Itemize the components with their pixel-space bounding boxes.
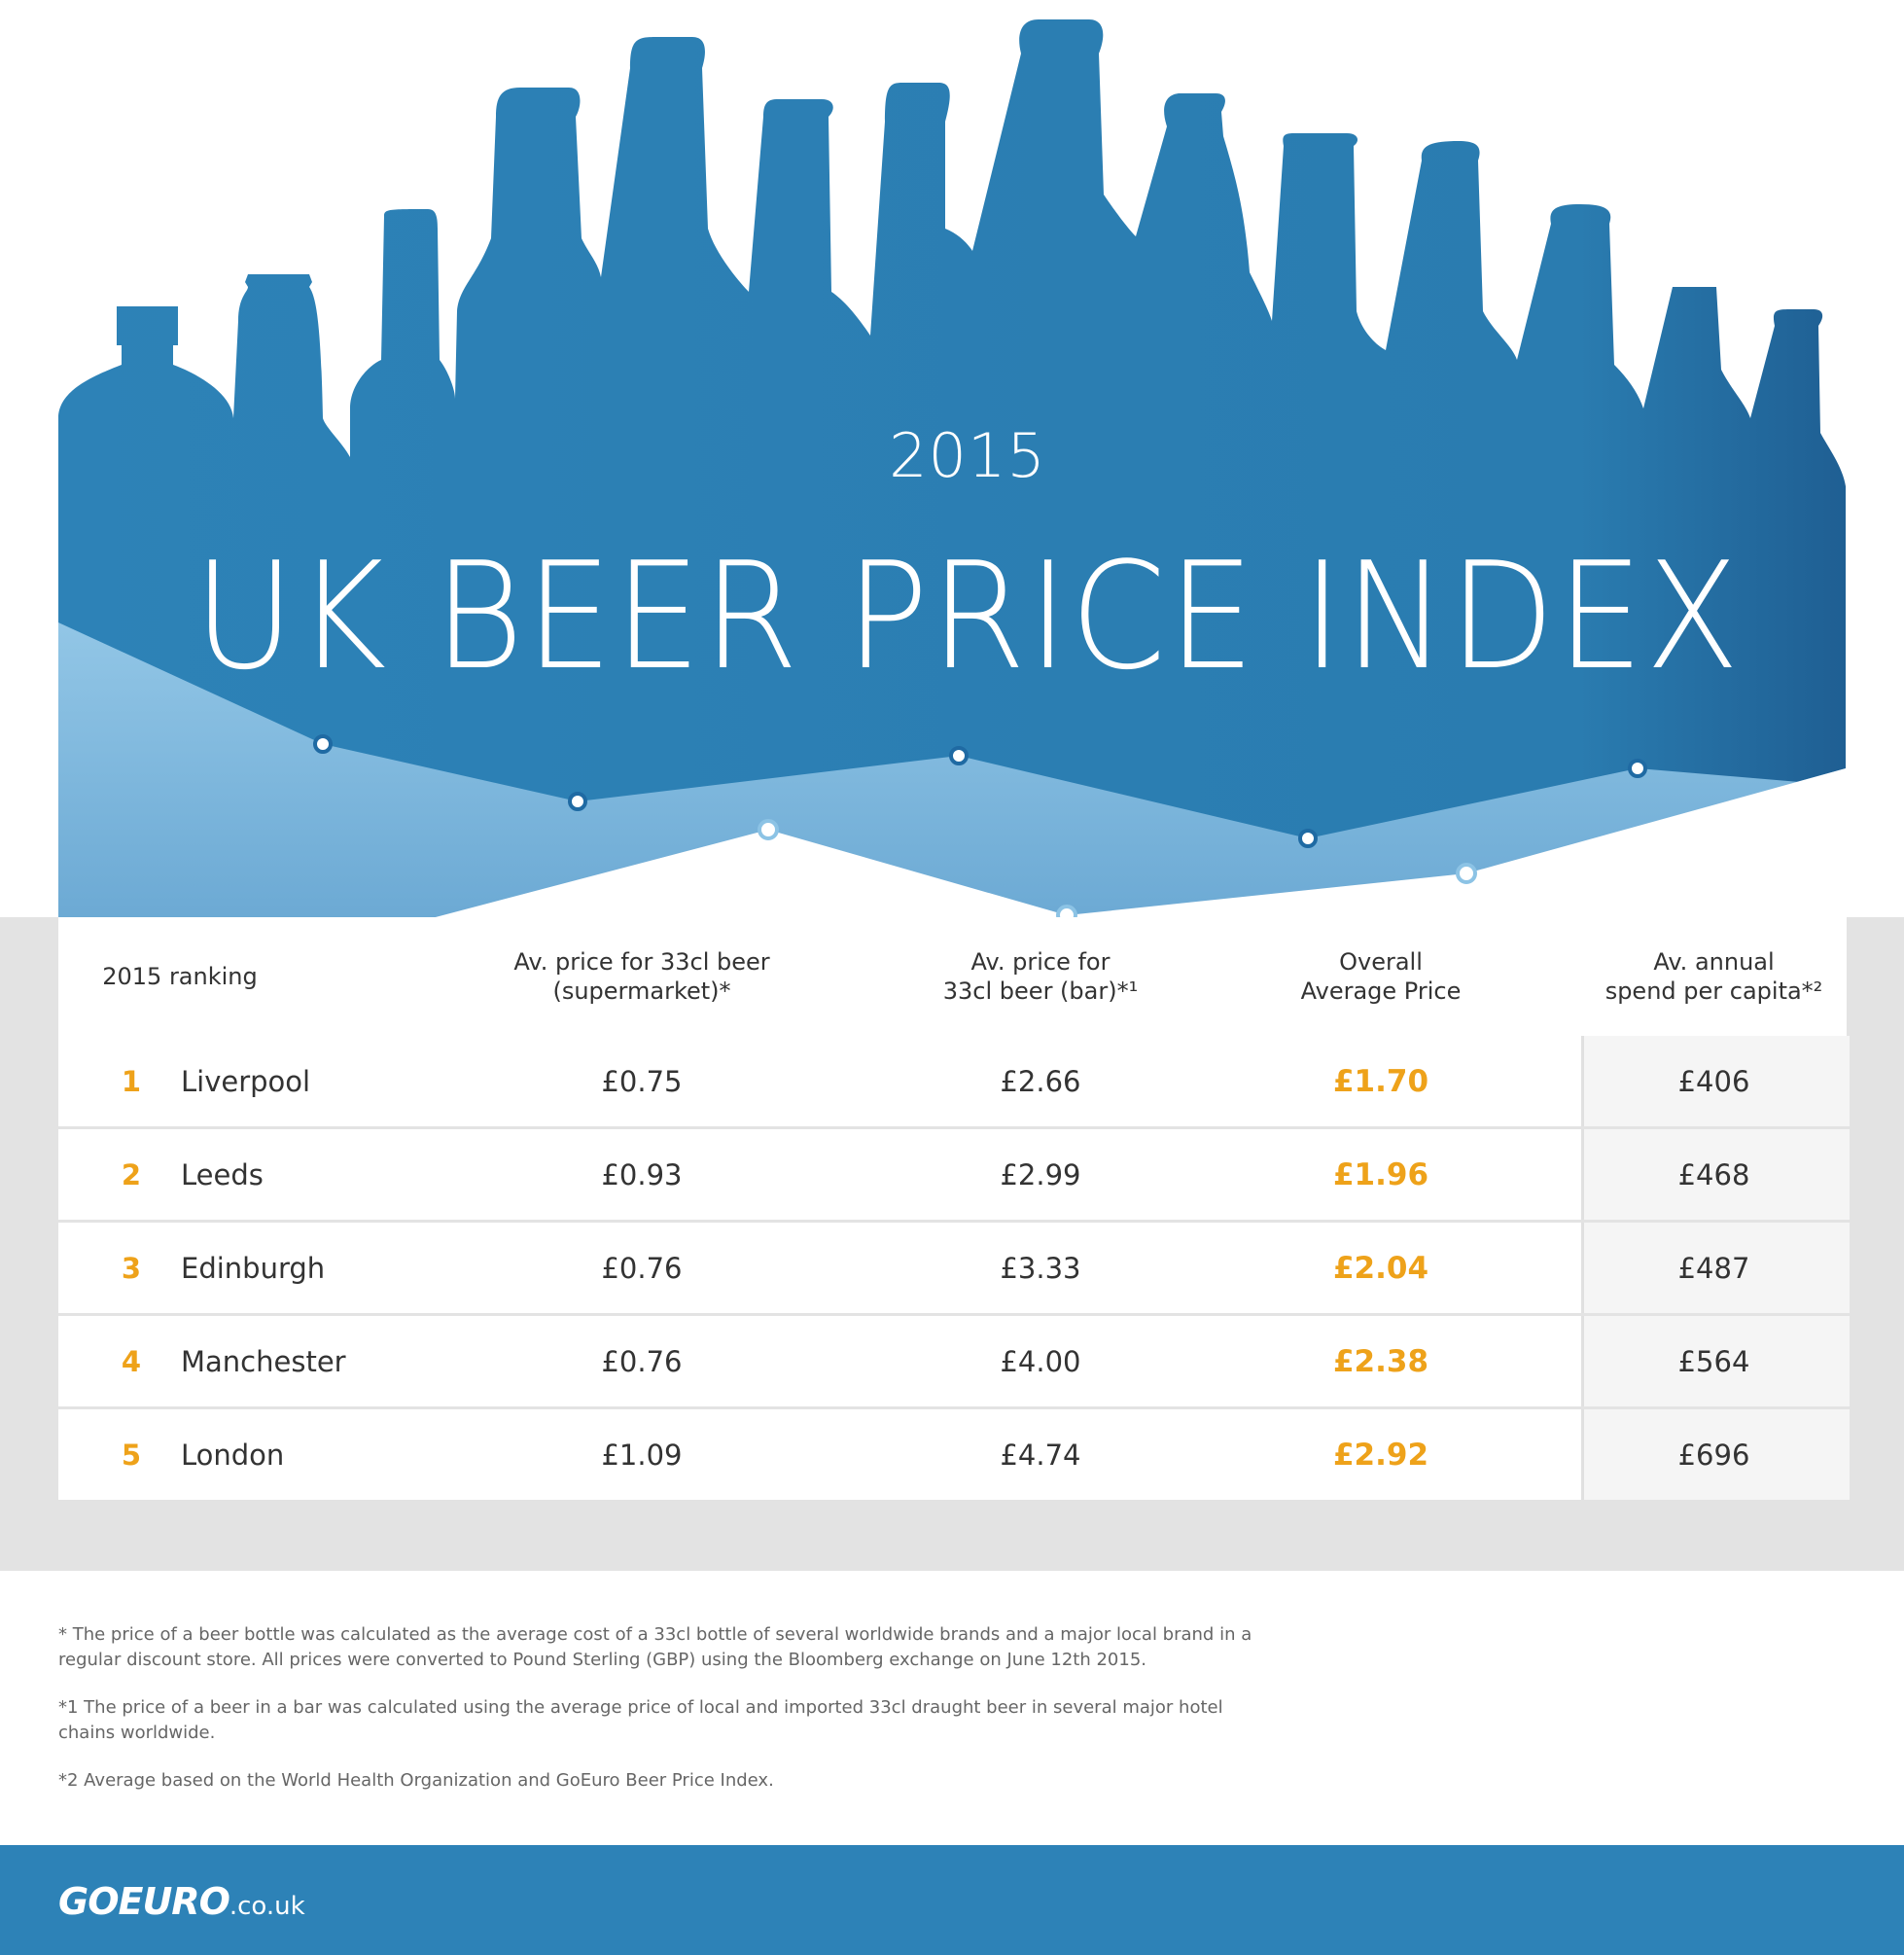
header-overall-average: Overall Average Price: [1225, 917, 1536, 1036]
price-area-light: [58, 622, 1846, 934]
marker-leeds-bar: [568, 792, 587, 811]
logo-domain: .co.uk: [229, 1892, 305, 1921]
lower-mask: [0, 768, 1904, 934]
header-ranking: 2015 ranking: [88, 917, 272, 1036]
overall-average-price: £1.70: [1332, 1063, 1429, 1099]
bar-price: £2.99: [1000, 1157, 1081, 1191]
marker-edinburgh-bar: [949, 746, 969, 765]
hero-banner: 2015 UK BEER PRICE INDEX: [0, 0, 1904, 939]
header-overall-line1: Overall: [1339, 948, 1423, 976]
rank-number: 3: [121, 1251, 142, 1285]
header-spend-line2: spend per capita*²: [1604, 978, 1823, 1005]
header-spend-line1: Av. annual: [1653, 948, 1775, 976]
supermarket-price: £0.93: [601, 1157, 683, 1191]
table-row: 1 Liverpool £0.75 £2.66 £1.70 £406: [58, 1036, 1850, 1126]
marker-manchester-bar: [1298, 829, 1318, 848]
marker-leeds-supermarket: [758, 819, 779, 840]
table-row: 5 London £1.09 £4.74 £2.92 £696: [58, 1409, 1850, 1500]
infographic-year: 2015: [889, 420, 1046, 491]
spend-cell-bg: [1581, 1036, 1850, 1126]
bar-price: £2.66: [1000, 1064, 1081, 1098]
header-supermarket-price: Av. price for 33cl beer (supermarket)*: [428, 917, 856, 1036]
rank-number: 2: [121, 1157, 142, 1191]
city-name: Leeds: [181, 1157, 264, 1191]
city-name: Edinburgh: [181, 1251, 326, 1285]
footnotes: * The price of a beer bottle was calcula…: [58, 1622, 1274, 1816]
footer-bar: GOEURO.co.uk: [0, 1845, 1904, 1955]
bottle-silhouette: [58, 19, 1846, 934]
logo-brand: GOEURO: [58, 1880, 230, 1923]
overall-average-price: £2.04: [1332, 1250, 1429, 1286]
footnote-supermarket: * The price of a beer bottle was calcula…: [58, 1624, 1252, 1670]
right-margin: [1846, 0, 1904, 934]
bar-price: £4.74: [1000, 1438, 1081, 1472]
footnote-spend: *2 Average based on the World Health Org…: [58, 1770, 774, 1791]
header-annual-spend: Av. annual spend per capita*²: [1581, 917, 1847, 1036]
beer-price-table: 2015 ranking Av. price for 33cl beer (su…: [58, 917, 1850, 1501]
infographic-title: UK BEER PRICE INDEX: [194, 530, 1742, 702]
table-row: 3 Edinburgh £0.76 £3.33 £2.04 £487: [58, 1223, 1850, 1313]
supermarket-price: £1.09: [601, 1438, 683, 1472]
spend-cell-bg: [1581, 1129, 1850, 1220]
header-ranking-label: 2015 ranking: [102, 963, 258, 990]
goeuro-logo[interactable]: GOEURO.co.uk: [58, 1880, 305, 1923]
header-bar-line1: Av. price for: [970, 948, 1111, 976]
spend-cell-bg: [1581, 1316, 1850, 1406]
city-name: London: [181, 1438, 285, 1472]
left-margin: [0, 0, 58, 934]
overall-average-price: £1.96: [1332, 1156, 1429, 1192]
table-header: 2015 ranking Av. price for 33cl beer (su…: [58, 917, 1847, 1036]
marker-london-bar: [1628, 759, 1647, 778]
marker-manchester-supermarket: [1456, 863, 1477, 884]
header-supermarket-line2: (supermarket)*: [552, 978, 731, 1005]
bar-price: £4.00: [1000, 1344, 1081, 1378]
supermarket-price: £0.76: [601, 1251, 683, 1285]
header-bar-price: Av. price for 33cl beer (bar)*¹: [856, 917, 1225, 1036]
annual-spend: £564: [1677, 1344, 1750, 1378]
rank-number: 4: [121, 1344, 142, 1378]
header-supermarket-line1: Av. price for 33cl beer: [513, 948, 770, 976]
annual-spend: £406: [1677, 1064, 1750, 1098]
annual-spend: £696: [1677, 1438, 1750, 1472]
city-name: Manchester: [181, 1344, 346, 1378]
overall-average-price: £2.92: [1332, 1437, 1429, 1473]
footnote-bar: *1 The price of a beer in a bar was calc…: [58, 1697, 1223, 1743]
header-bar-line2: 33cl beer (bar)*¹: [942, 978, 1139, 1005]
supermarket-price: £0.75: [601, 1064, 683, 1098]
overall-average-price: £2.38: [1332, 1343, 1429, 1379]
supermarket-price: £0.76: [601, 1344, 683, 1378]
rank-number: 1: [121, 1064, 142, 1098]
city-name: Liverpool: [181, 1064, 311, 1098]
bar-price: £3.33: [1000, 1251, 1081, 1285]
table-row: 2 Leeds £0.93 £2.99 £1.96 £468: [58, 1129, 1850, 1220]
annual-spend: £468: [1677, 1157, 1750, 1191]
upper-price-markers: [313, 734, 1647, 848]
table-row: 4 Manchester £0.76 £4.00 £2.38 £564: [58, 1316, 1850, 1406]
beer-bottles-illustration: [0, 0, 1904, 939]
spend-cell-bg: [1581, 1409, 1850, 1500]
annual-spend: £487: [1677, 1251, 1750, 1285]
header-overall-line2: Average Price: [1300, 978, 1462, 1005]
spend-cell-bg: [1581, 1223, 1850, 1313]
rank-number: 5: [121, 1438, 142, 1472]
marker-liverpool-bar: [313, 734, 333, 754]
